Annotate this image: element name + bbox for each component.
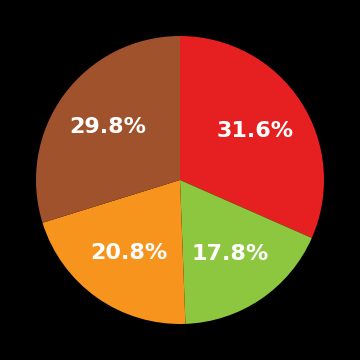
Text: 20.8%: 20.8% xyxy=(90,243,167,263)
Text: 31.6%: 31.6% xyxy=(216,121,293,141)
Wedge shape xyxy=(180,180,312,324)
Wedge shape xyxy=(36,36,180,223)
Text: 17.8%: 17.8% xyxy=(192,244,269,264)
Wedge shape xyxy=(180,36,324,238)
Wedge shape xyxy=(42,180,185,324)
Text: 29.8%: 29.8% xyxy=(69,117,147,137)
